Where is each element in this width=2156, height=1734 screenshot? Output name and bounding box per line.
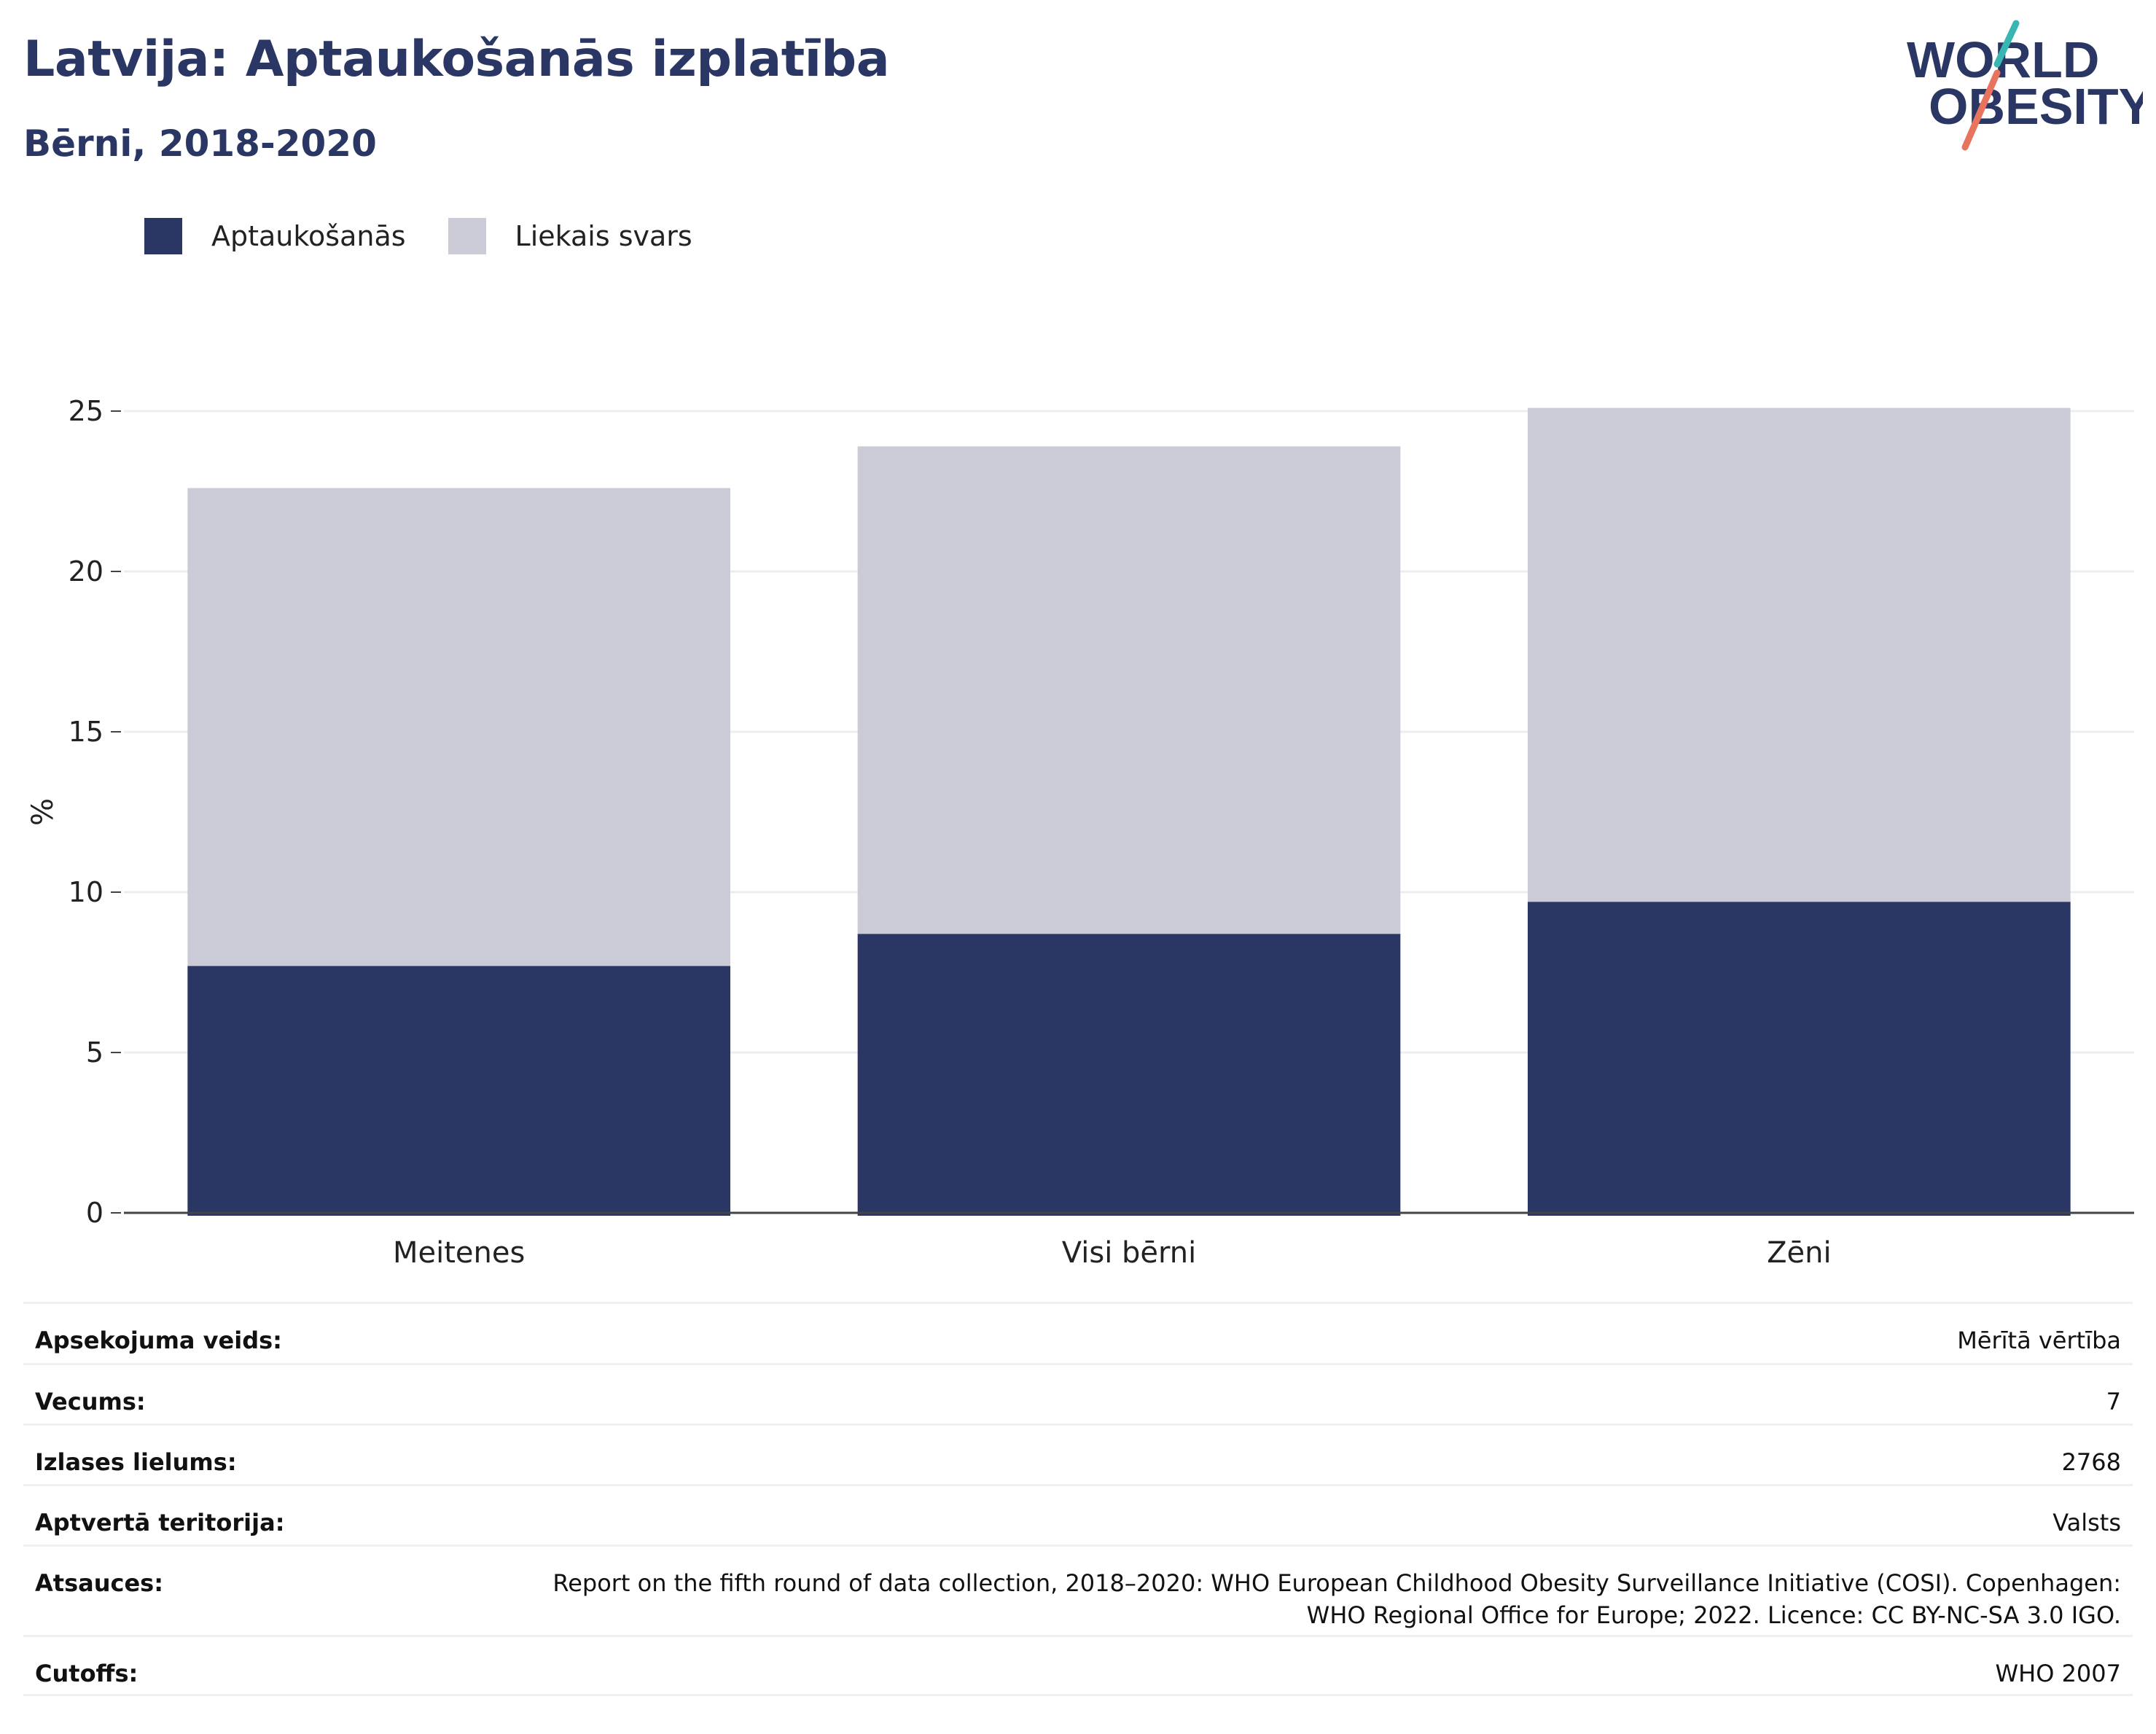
y-tick-label: 10 — [69, 876, 103, 908]
world-obesity-logo: WORLD OBESITY — [1907, 20, 2143, 151]
info-row-survey-type: Apsekojuma veids: Mērītā vērtība — [23, 1302, 2133, 1363]
x-tick-label: Meitenes — [393, 1236, 525, 1268]
info-row-age: Vecums: 7 — [23, 1363, 2133, 1423]
legend-swatch-obesity — [144, 218, 182, 254]
bar-obesity-1 — [187, 966, 730, 1216]
bar-obesity-3 — [1528, 902, 2071, 1216]
info-row-cutoffs: Cutoffs: WHO 2007 — [23, 1635, 2133, 1696]
bar-overweight-1 — [187, 488, 730, 966]
logo-slash-teal — [1993, 20, 2020, 68]
y-tick-label: 0 — [86, 1197, 103, 1229]
info-value: 7 — [2106, 1388, 2121, 1415]
legend-label-overweight: Liekais svars — [515, 220, 692, 252]
logo-text-obesity: OBESITY — [1929, 78, 2143, 135]
chart-subtitle: Bērni, 2018-2020 — [23, 122, 377, 165]
info-key: Aptvertā teritorija: — [35, 1509, 285, 1536]
y-tick-label: 25 — [69, 395, 103, 427]
legend-swatch-overweight — [448, 218, 486, 254]
info-table: Apsekojuma veids: Mērītā vērtība Vecums:… — [23, 1302, 2133, 1696]
chart-title: Latvija: Aptaukošanās izplatība — [23, 31, 890, 88]
y-tick-label: 20 — [69, 555, 103, 587]
stacked-bar-chart: 0 5 10 15 20 25% Meitenes Visi bērni Zēni — [26, 395, 2134, 1268]
bar-overweight-3 — [1528, 407, 2071, 902]
y-tick-label: 15 — [69, 716, 103, 748]
y-axis-label: % — [26, 798, 60, 826]
legend-label-obesity: Aptaukošanās — [211, 220, 406, 252]
info-value: 2768 — [2061, 1448, 2121, 1476]
x-tick-label: Zēni — [1767, 1236, 1831, 1268]
reference-line-1: Report on the fifth round of data collec… — [552, 1569, 2121, 1597]
y-tick-label: 5 — [86, 1036, 103, 1069]
info-row-sample-size: Izlases lielums: 2768 — [23, 1423, 2133, 1484]
info-value: WHO 2007 — [1995, 1660, 2122, 1687]
info-key: Apsekojuma veids: — [35, 1327, 282, 1354]
info-row-references: Atsauces: Report on the fifth round of d… — [23, 1544, 2133, 1635]
info-key: Vecums: — [35, 1388, 146, 1415]
legend-item-overweight[interactable]: Liekais svars — [448, 218, 692, 254]
bar-obesity-2 — [857, 934, 1401, 1216]
info-value: Report on the fifth round of data collec… — [552, 1567, 2121, 1631]
info-key: Izlases lielums: — [35, 1448, 237, 1476]
logo-slash-coral — [1961, 69, 2001, 151]
bar-overweight-2 — [857, 446, 1401, 934]
info-value: Valsts — [2053, 1509, 2121, 1536]
info-row-coverage: Aptvertā teritorija: Valsts — [23, 1484, 2133, 1544]
info-value: Mērītā vērtība — [1957, 1327, 2121, 1354]
reference-line-2: WHO Regional Office for Europe; 2022. Li… — [1306, 1601, 2121, 1629]
legend-item-obesity[interactable]: Aptaukošanās — [144, 218, 406, 254]
x-tick-label: Visi bērni — [1062, 1236, 1196, 1268]
info-key: Cutoffs: — [35, 1660, 138, 1687]
info-key: Atsauces: — [35, 1569, 163, 1597]
chart-legend: Aptaukošanās Liekais svars — [144, 216, 735, 257]
logo-text-world: WORLD — [1907, 31, 2099, 88]
